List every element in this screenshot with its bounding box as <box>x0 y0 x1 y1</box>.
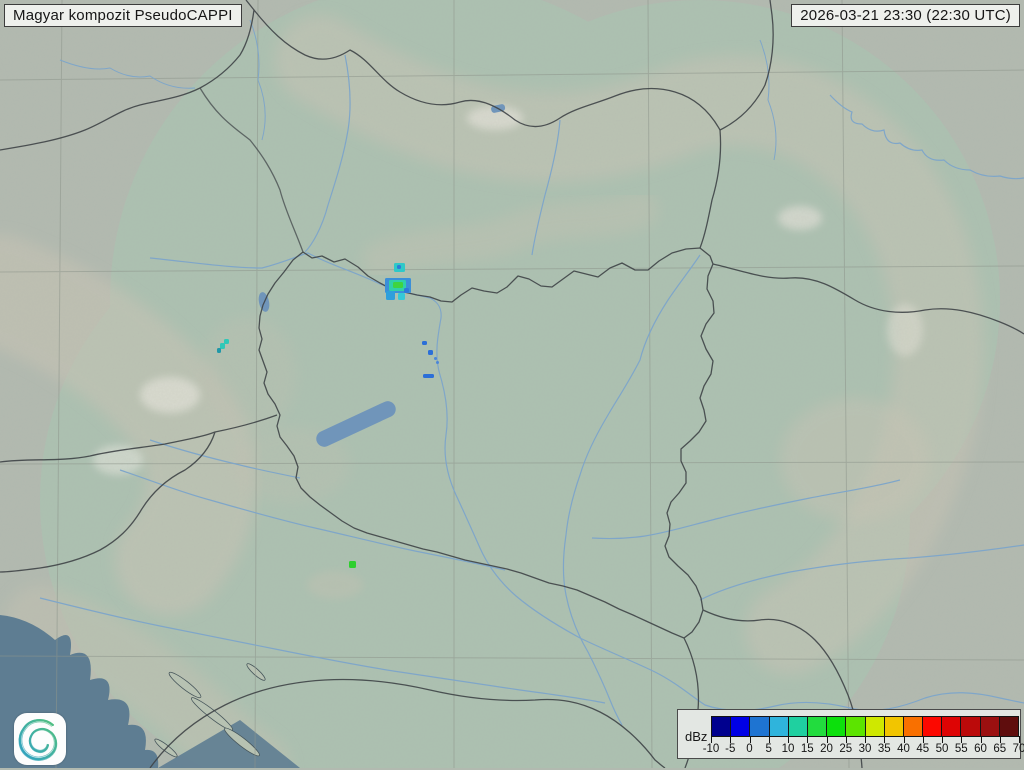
legend-tick <box>768 736 770 743</box>
legend-tick <box>961 736 963 743</box>
legend-cell <box>712 717 731 736</box>
legend-cell <box>902 717 923 736</box>
legend-tick-label: 15 <box>800 743 814 755</box>
legend-cell <box>806 717 827 736</box>
legend-tick <box>884 736 886 743</box>
radar-echo <box>428 350 433 355</box>
radar-echo <box>220 343 225 349</box>
legend-cell <box>864 717 884 736</box>
legend-tick-label: 0 <box>746 743 753 755</box>
legend-tick-label: 50 <box>935 743 949 755</box>
dbz-legend: dBz -10 -5 0 5 10 15 20 25 30 35 40 45 50 55 60 65 70 <box>677 709 1024 759</box>
legend-tick <box>999 736 1001 743</box>
rivers <box>39 19 1024 726</box>
legend-tick-label: 20 <box>820 743 833 755</box>
legend-tick-label: 10 <box>781 743 795 755</box>
legend-cell <box>730 717 750 736</box>
legend-cell <box>749 717 769 736</box>
legend-tick-label: 55 <box>954 743 968 755</box>
legend-tick-label: 70 <box>1012 743 1024 755</box>
legend-tick <box>826 736 828 743</box>
legend-tick <box>845 736 847 743</box>
legend-tick <box>1019 736 1020 743</box>
product-title: Magyar kompozit PseudoCAPPI <box>4 4 242 27</box>
legend-cell <box>883 717 903 736</box>
legend-colorbar <box>711 716 1019 737</box>
legend-tick <box>788 736 789 743</box>
legend-tick-label: 35 <box>877 743 891 755</box>
border-hungary <box>258 247 715 639</box>
legend-tick <box>942 736 943 743</box>
legend-tick-marks <box>711 736 1020 744</box>
legend-tick-label: -5 <box>725 743 736 755</box>
radar-echo <box>386 291 395 300</box>
legend-tick <box>903 736 905 743</box>
precipitation-echoes <box>217 263 439 568</box>
legend-tick-label: 5 <box>765 743 772 755</box>
legend-tick-label: 40 <box>897 743 910 755</box>
radar-echo <box>422 341 427 345</box>
radar-echo <box>397 265 401 269</box>
legend-cell <box>941 717 961 736</box>
legend-tick-label: 65 <box>993 743 1007 755</box>
legend-cell <box>922 717 942 736</box>
legend-tick-labels: -10 -5 0 5 10 15 20 25 30 35 40 45 50 55 60 65 70 <box>703 743 1024 757</box>
radar-echo <box>398 293 405 300</box>
legend-unit-label: dBz <box>685 729 708 744</box>
legend-tick-label: 45 <box>916 743 930 755</box>
lake-balaton <box>316 401 396 447</box>
radar-echo <box>436 361 439 364</box>
legend-cell <box>998 717 1018 736</box>
legend-cell <box>787 717 807 736</box>
legend-tick <box>922 736 924 743</box>
legend-tick <box>807 736 809 743</box>
legend-tick-label: 30 <box>858 743 872 755</box>
radar-echo <box>404 288 409 293</box>
legend-tick <box>865 736 866 743</box>
legend-tick <box>980 736 982 743</box>
legend-tick-label: 25 <box>839 743 853 755</box>
swirl-logo-icon <box>18 719 58 761</box>
radar-echo <box>423 374 434 378</box>
legend-cell <box>768 717 788 736</box>
legend-tick <box>711 736 712 743</box>
legend-tick-label: 60 <box>974 743 987 755</box>
legend-cell <box>960 717 980 736</box>
legend-tick <box>730 736 732 743</box>
legend-tick <box>749 736 751 743</box>
radar-echo <box>434 357 437 360</box>
radar-echo <box>224 339 229 344</box>
timestamp-label: 2026-03-21 23:30 (22:30 UTC) <box>791 4 1020 27</box>
radar-echo <box>217 348 221 353</box>
legend-cell <box>845 717 865 736</box>
legend-cell <box>826 717 846 736</box>
legend-cell <box>979 717 999 736</box>
radar-echo <box>349 561 356 568</box>
legend-tick-label: -10 <box>702 743 720 755</box>
radar-echo <box>393 282 403 288</box>
hungaromet-logo <box>14 713 66 765</box>
